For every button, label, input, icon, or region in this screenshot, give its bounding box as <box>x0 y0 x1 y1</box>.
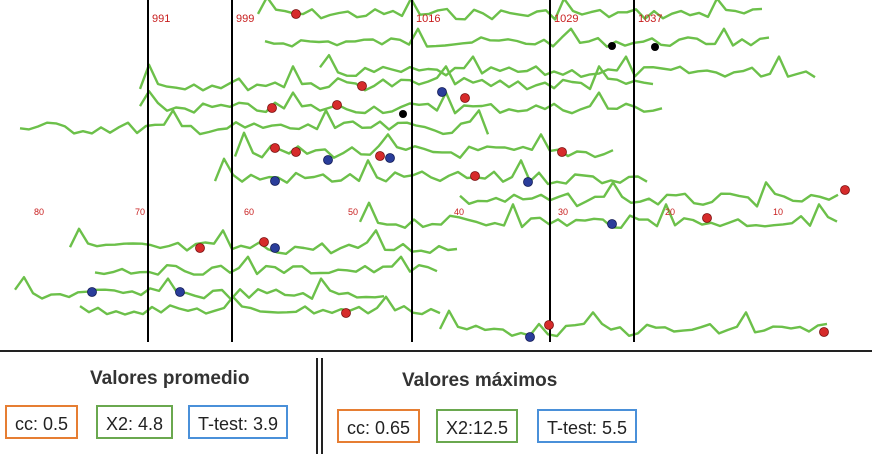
panel-top-rule <box>0 350 872 352</box>
blue-event-marker <box>607 219 617 229</box>
average-x2-box: X2: 4.8 <box>96 405 174 439</box>
scale-label: 50 <box>348 207 358 217</box>
black-event-marker <box>651 43 659 51</box>
waveform-trace <box>213 157 648 186</box>
waveform-trace <box>138 63 654 92</box>
waveform-trace <box>79 295 441 316</box>
red-event-marker <box>291 9 301 19</box>
scale-label: 60 <box>244 207 254 217</box>
red-event-marker <box>544 320 554 330</box>
scale-label: 10 <box>773 207 783 217</box>
segment-marker-label: 1029 <box>554 13 578 25</box>
blue-event-marker <box>175 287 185 297</box>
black-event-marker <box>399 110 407 118</box>
blue-event-marker <box>87 287 97 297</box>
scale-label: 80 <box>34 207 44 217</box>
red-event-marker <box>470 171 480 181</box>
blue-event-marker <box>437 87 447 97</box>
maximum-cc-box: cc: 0.65 <box>337 409 421 443</box>
maximum-values-title: Valores máximos <box>402 370 558 391</box>
blue-event-marker <box>270 243 280 253</box>
waveform-trace <box>19 109 490 136</box>
blue-event-marker <box>270 176 280 186</box>
average-cc-box: cc: 0.5 <box>5 405 79 439</box>
scale-label: 70 <box>135 207 145 217</box>
blue-event-marker <box>385 153 395 163</box>
red-event-marker <box>357 81 367 91</box>
maximum-ttest-box: T-test: 5.5 <box>537 409 638 443</box>
waveform-trace <box>459 181 839 208</box>
red-event-marker <box>291 147 301 157</box>
waveform-trace <box>94 255 438 276</box>
average-ttest-box: T-test: 3.9 <box>188 405 289 439</box>
scale-label: 40 <box>454 207 464 217</box>
red-event-marker <box>460 93 470 103</box>
waveform-panel: 991 999 1016 1029 1037 80 70 60 50 40 30 20 10 <box>14 0 850 342</box>
waveform-trace <box>319 54 816 79</box>
black-event-marker <box>608 42 616 50</box>
panel-divider-left <box>316 358 318 454</box>
waveform-trace <box>256 0 763 21</box>
red-event-marker <box>270 143 280 153</box>
waveform-trace <box>14 276 385 301</box>
panel-divider-right <box>321 358 323 454</box>
waveform-trace <box>264 27 770 48</box>
waveform-trace <box>358 201 838 229</box>
red-event-marker <box>195 243 205 253</box>
average-values-title: Valores promedio <box>90 368 250 389</box>
segment-marker-label: 1016 <box>416 13 440 25</box>
red-event-marker <box>341 308 351 318</box>
red-event-marker <box>267 103 277 113</box>
segment-marker-label: 999 <box>236 13 254 25</box>
maximum-x2-box: X2:12.5 <box>436 409 519 443</box>
red-event-marker <box>332 100 342 110</box>
blue-event-marker <box>523 177 533 187</box>
red-event-marker <box>557 147 567 157</box>
red-event-marker <box>702 213 712 223</box>
scale-label: 20 <box>665 207 675 217</box>
blue-event-marker <box>323 155 333 165</box>
segment-marker-label: 991 <box>152 13 170 25</box>
red-event-marker <box>819 327 829 337</box>
red-event-marker <box>840 185 850 195</box>
red-event-marker <box>259 237 269 247</box>
waveform-trace <box>138 90 663 115</box>
segment-marker-label: 1037 <box>638 13 662 25</box>
red-event-marker <box>375 151 385 161</box>
scale-label: 30 <box>558 207 568 217</box>
blue-event-marker <box>525 332 535 342</box>
